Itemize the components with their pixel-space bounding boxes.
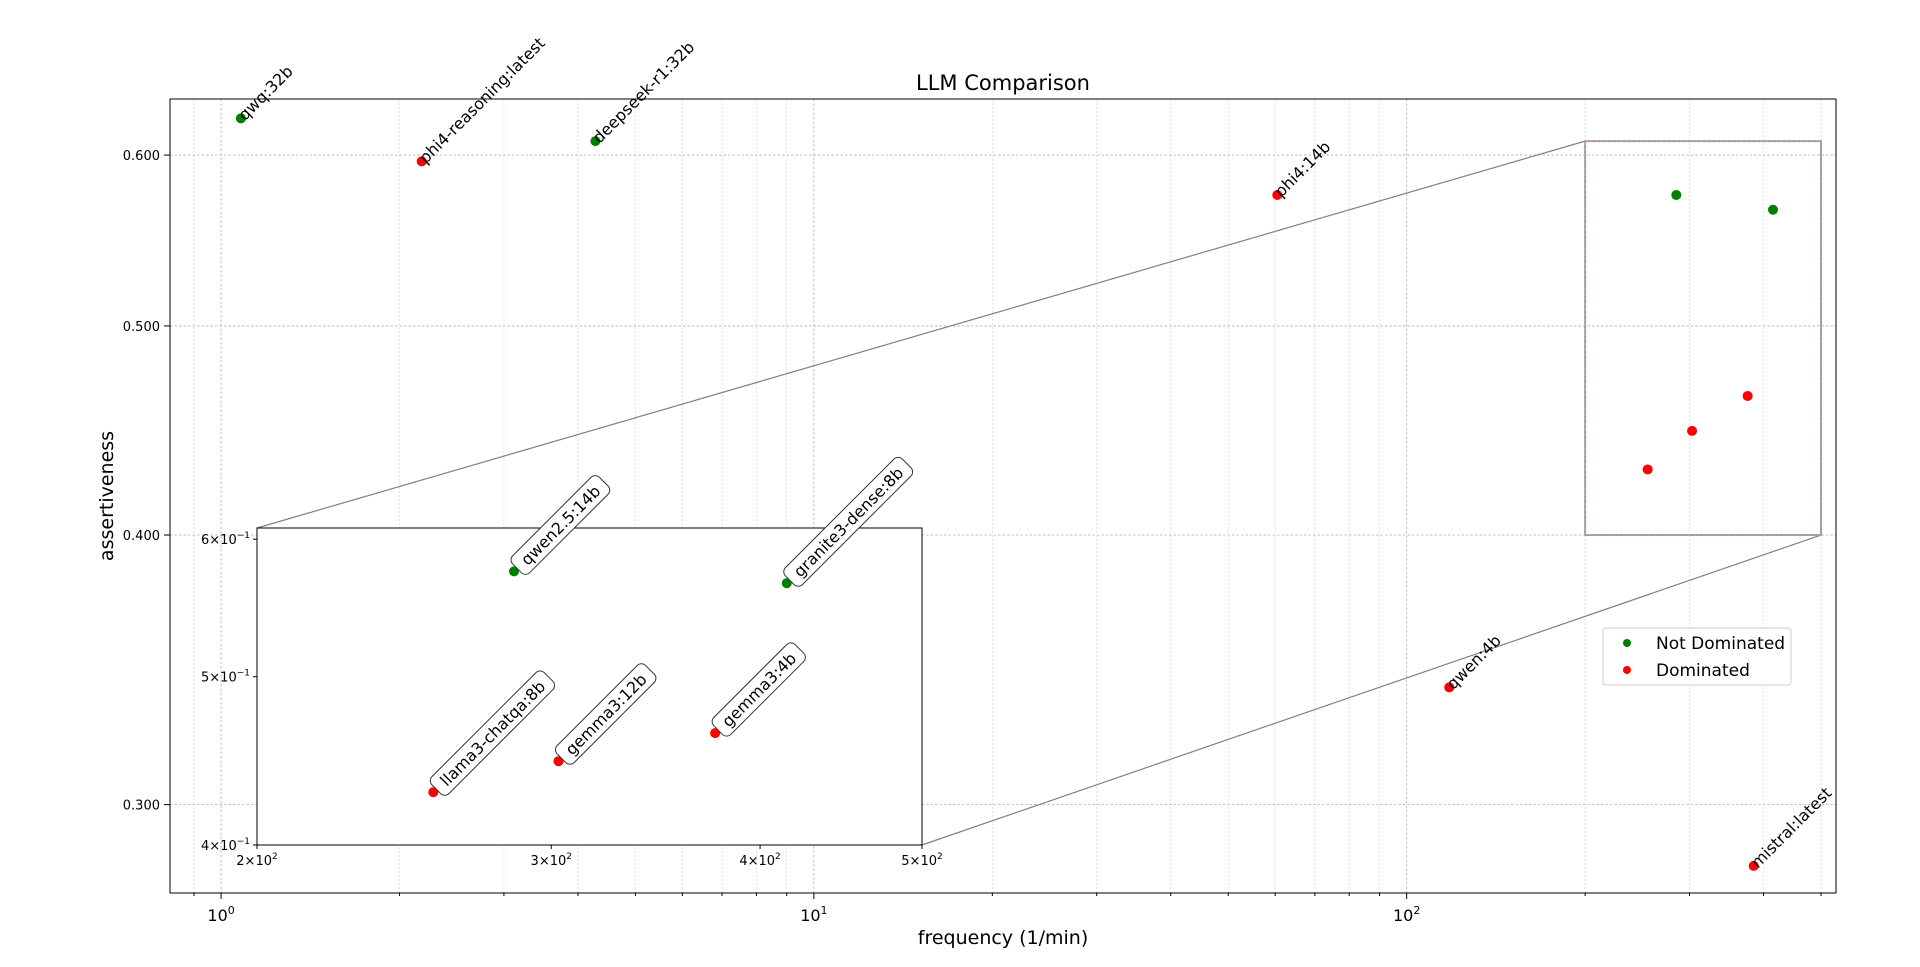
point-label-qwq-32b: qwq:32b: [234, 62, 296, 124]
point-qwq-32b: [235, 113, 246, 124]
inset-x-tick-label: 4×102: [739, 852, 780, 869]
plot-frame: [169, 98, 1837, 894]
legend-box: [1602, 627, 1792, 686]
point-label-phi4-14b: phi4:14b: [1271, 137, 1335, 201]
inset-points: [428, 566, 792, 798]
inset-point-gemma3-12b: [553, 756, 564, 767]
y-tick-label: 0.400: [123, 529, 160, 544]
main-grid: [170, 99, 1836, 893]
inset-x-tick-label: 3×102: [531, 852, 572, 869]
point-label-mistral-latest: mistral:latest: [1747, 783, 1835, 871]
legend-marker-dominated: [1623, 666, 1631, 674]
main-axis-ticks: 100 101 102 0.300 0.400 0.500 0.600: [123, 149, 1822, 925]
chart-title: LLM Comparison: [916, 71, 1090, 95]
x-tick-label: 101: [800, 904, 827, 925]
zoom-point-qwen2-5-14b: [1671, 189, 1682, 200]
label-box: [711, 642, 806, 737]
inset-axes: qwen2.5:14b granite3-dense:8bllama3-chatq…: [201, 456, 943, 869]
zoom-point-gemma3-4b: [1742, 390, 1753, 401]
y-tick-label: 0.300: [123, 799, 160, 814]
x-tick-label: 102: [1393, 904, 1420, 925]
y-tick-label: 0.600: [123, 149, 160, 164]
point-mistral-latest: [1748, 860, 1759, 871]
legend-label-dominated: Dominated: [1656, 661, 1750, 681]
y-tick-label: 0.500: [123, 320, 160, 335]
x-tick-label: 100: [207, 904, 234, 925]
inset-axis-ticks: 2×102 3×102 4×102 5×102 4×10−1 5×10−1 6×10−1: [201, 531, 943, 869]
inset-frame: [256, 527, 923, 846]
main-points: [235, 113, 1759, 871]
inset-y-tick-label: 4×10−1: [201, 837, 250, 854]
inset-point-llama3-chatqa-8b: [428, 787, 439, 798]
inset-point-qwen2-5-14b: [509, 566, 520, 577]
label-box: [783, 456, 914, 587]
zoom-connector-line: [256, 140, 1586, 529]
inset-x-tick-label: 5×102: [901, 852, 942, 869]
zoom-point-gemma3-12b: [1687, 425, 1698, 436]
point-phi4-14b: [1272, 189, 1283, 200]
zoom-region: [1584, 140, 1822, 537]
point-label-deepseek-r1-32b: deepseek-r1:32b: [589, 38, 698, 147]
legend-label-not-dominated: Not Dominated: [1656, 634, 1785, 654]
y-axis-label: assertiveness: [96, 431, 118, 561]
inset-point-granite3-dense-8b: [781, 578, 792, 589]
point-qwen-4b: [1444, 682, 1455, 693]
inset-y-tick-label: 5×10−1: [201, 669, 250, 686]
zoom-rectangle: [1584, 140, 1822, 537]
point-phi4-reasoning-latest: [416, 156, 427, 167]
zoom-point-llama3-chatqa-8b: [1642, 464, 1653, 475]
inset-point-gemma3-4b: [710, 728, 721, 739]
point-label-phi4-reasoning-latest: phi4-reasoning:latest: [415, 34, 549, 168]
point-deepseek-r1-32b: [590, 136, 601, 147]
x-axis-label: frequency (1/min): [918, 927, 1088, 949]
zoom-rectangle-inner: [1584, 140, 1822, 536]
inset-y-tick-label: 6×10−1: [201, 531, 250, 548]
legend: Not Dominated Dominated: [1602, 627, 1792, 686]
legend-marker-not-dominated: [1623, 639, 1631, 647]
label-box: [429, 670, 556, 796]
zoom-point-granite3-dense-8b: [1768, 204, 1779, 215]
zoom-connector-line: [921, 534, 1822, 846]
label-box: [510, 475, 611, 575]
zoom-connectors: [256, 140, 1822, 846]
inset-x-tick-label: 2×102: [236, 852, 277, 869]
label-box: [554, 663, 657, 765]
